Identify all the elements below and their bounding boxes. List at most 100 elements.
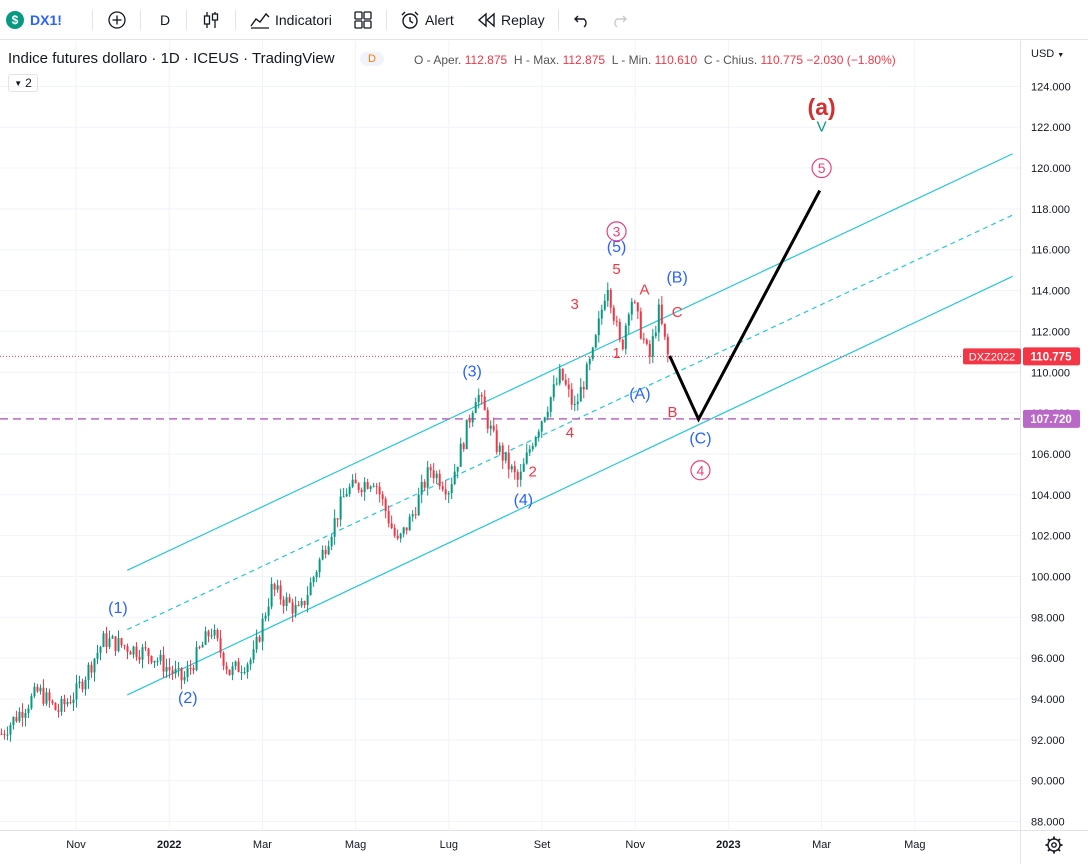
candle-body bbox=[528, 449, 531, 453]
candle-body bbox=[414, 514, 417, 516]
wave-label: (2) bbox=[178, 690, 198, 707]
candle-body bbox=[465, 419, 468, 450]
candle-body bbox=[117, 638, 120, 651]
candle-body bbox=[471, 413, 474, 423]
x-tick-label: Set bbox=[534, 839, 551, 851]
candle-body bbox=[321, 549, 324, 560]
add-symbol-button[interactable] bbox=[107, 0, 127, 40]
wave-circled-label: 3 bbox=[613, 223, 621, 239]
symbol-label: DX1! bbox=[30, 12, 62, 28]
candle-body bbox=[129, 651, 132, 655]
candle-body bbox=[246, 664, 249, 673]
candle-body bbox=[126, 646, 129, 652]
candle-body bbox=[339, 496, 342, 520]
candle-body bbox=[198, 647, 201, 649]
y-tick-label: 104.000 bbox=[1031, 490, 1071, 502]
candle-body bbox=[327, 546, 330, 555]
candle-body bbox=[27, 708, 30, 714]
candle-body bbox=[441, 486, 444, 490]
candle-body bbox=[219, 638, 222, 653]
layouts-button[interactable] bbox=[353, 0, 373, 40]
chart-type-button[interactable] bbox=[201, 0, 221, 40]
currency-selector[interactable]: USD ▼ bbox=[1031, 48, 1064, 60]
candle-body bbox=[285, 597, 288, 607]
candle-body bbox=[150, 656, 153, 663]
candle-body bbox=[309, 582, 312, 596]
candle-body bbox=[114, 636, 117, 651]
indicators-collapse-button[interactable]: ▼ 2 bbox=[8, 74, 38, 92]
candle-body bbox=[345, 494, 348, 497]
last-price-label: 110.775 bbox=[1031, 351, 1073, 363]
candle-body bbox=[474, 402, 477, 414]
candle-body bbox=[444, 489, 447, 495]
candle-body bbox=[186, 668, 189, 678]
undo-icon bbox=[574, 15, 587, 28]
x-tick-label: Mar bbox=[812, 839, 831, 851]
candle-body bbox=[0, 733, 3, 735]
candle-body bbox=[585, 364, 588, 390]
alert-label: Alert bbox=[425, 12, 454, 28]
candle-body bbox=[57, 710, 60, 712]
candle-body bbox=[603, 300, 606, 310]
y-tick-label: 98.000 bbox=[1031, 612, 1065, 624]
candle-body bbox=[612, 307, 615, 321]
symbol-search[interactable]: $ DX1! bbox=[6, 0, 62, 40]
y-tick-label: 96.000 bbox=[1031, 653, 1065, 665]
candle-body bbox=[510, 466, 513, 470]
candle-body bbox=[531, 445, 534, 450]
undo-button[interactable] bbox=[572, 0, 592, 40]
candle-body bbox=[564, 379, 567, 385]
wave-label: C bbox=[672, 304, 683, 321]
settings-gear-icon[interactable] bbox=[1045, 836, 1063, 854]
wave-circle bbox=[811, 157, 832, 179]
candle-body bbox=[561, 368, 564, 380]
x-tick-label: Mag bbox=[345, 839, 366, 851]
candle-body bbox=[201, 644, 204, 648]
candle-body bbox=[456, 466, 459, 472]
change-value: −2.030 (−1.80%) bbox=[806, 53, 896, 67]
interval-button[interactable]: D bbox=[160, 12, 171, 28]
rewind-icon bbox=[477, 12, 495, 28]
candle-body bbox=[387, 511, 390, 524]
support-badge bbox=[1023, 409, 1080, 428]
candle-body bbox=[621, 339, 624, 350]
y-tick-label: 114.000 bbox=[1031, 286, 1070, 298]
alert-button[interactable]: Alert bbox=[399, 0, 454, 40]
candle-body bbox=[342, 496, 345, 498]
candle-body bbox=[600, 309, 603, 319]
open-value: 112.875 bbox=[464, 53, 508, 67]
wave-label: (1) bbox=[108, 600, 128, 617]
chevron-down-icon: ▼ bbox=[14, 78, 23, 88]
candle-body bbox=[549, 397, 552, 412]
candle-body bbox=[450, 484, 453, 494]
candle-body bbox=[105, 633, 108, 647]
candle-body bbox=[513, 466, 516, 473]
candle-body bbox=[255, 636, 258, 650]
candle-body bbox=[288, 597, 291, 603]
candle-body bbox=[594, 335, 597, 348]
candle-body bbox=[519, 471, 522, 480]
candle-body bbox=[66, 702, 69, 705]
candle-body bbox=[609, 289, 612, 308]
gear-tooth bbox=[1057, 838, 1061, 842]
candle-body bbox=[45, 692, 48, 704]
gear-inner bbox=[1051, 842, 1057, 848]
candle-body bbox=[558, 368, 561, 384]
price-chart[interactable]: 88.000 90.000 92.000 94.000 96.000 98.000 100.… bbox=[0, 41, 1088, 864]
support-price-label: 107.720 bbox=[1030, 414, 1072, 426]
candle-body bbox=[363, 482, 366, 493]
candle-body bbox=[153, 660, 156, 663]
x-tick-label: Mag bbox=[904, 839, 925, 851]
candle-body bbox=[597, 318, 600, 336]
candle-body bbox=[159, 654, 162, 661]
wave-label: 4 bbox=[566, 425, 574, 442]
candle-body bbox=[300, 601, 303, 606]
candle-body bbox=[405, 527, 408, 531]
indicators-button[interactable]: Indicatori bbox=[249, 0, 332, 40]
redo-button[interactable] bbox=[609, 0, 629, 40]
indicators-icon bbox=[250, 12, 270, 29]
candle-body bbox=[453, 471, 456, 485]
y-tick-label: 94.000 bbox=[1031, 694, 1065, 706]
candle-body bbox=[348, 486, 351, 495]
replay-button[interactable]: Replay bbox=[477, 0, 545, 40]
